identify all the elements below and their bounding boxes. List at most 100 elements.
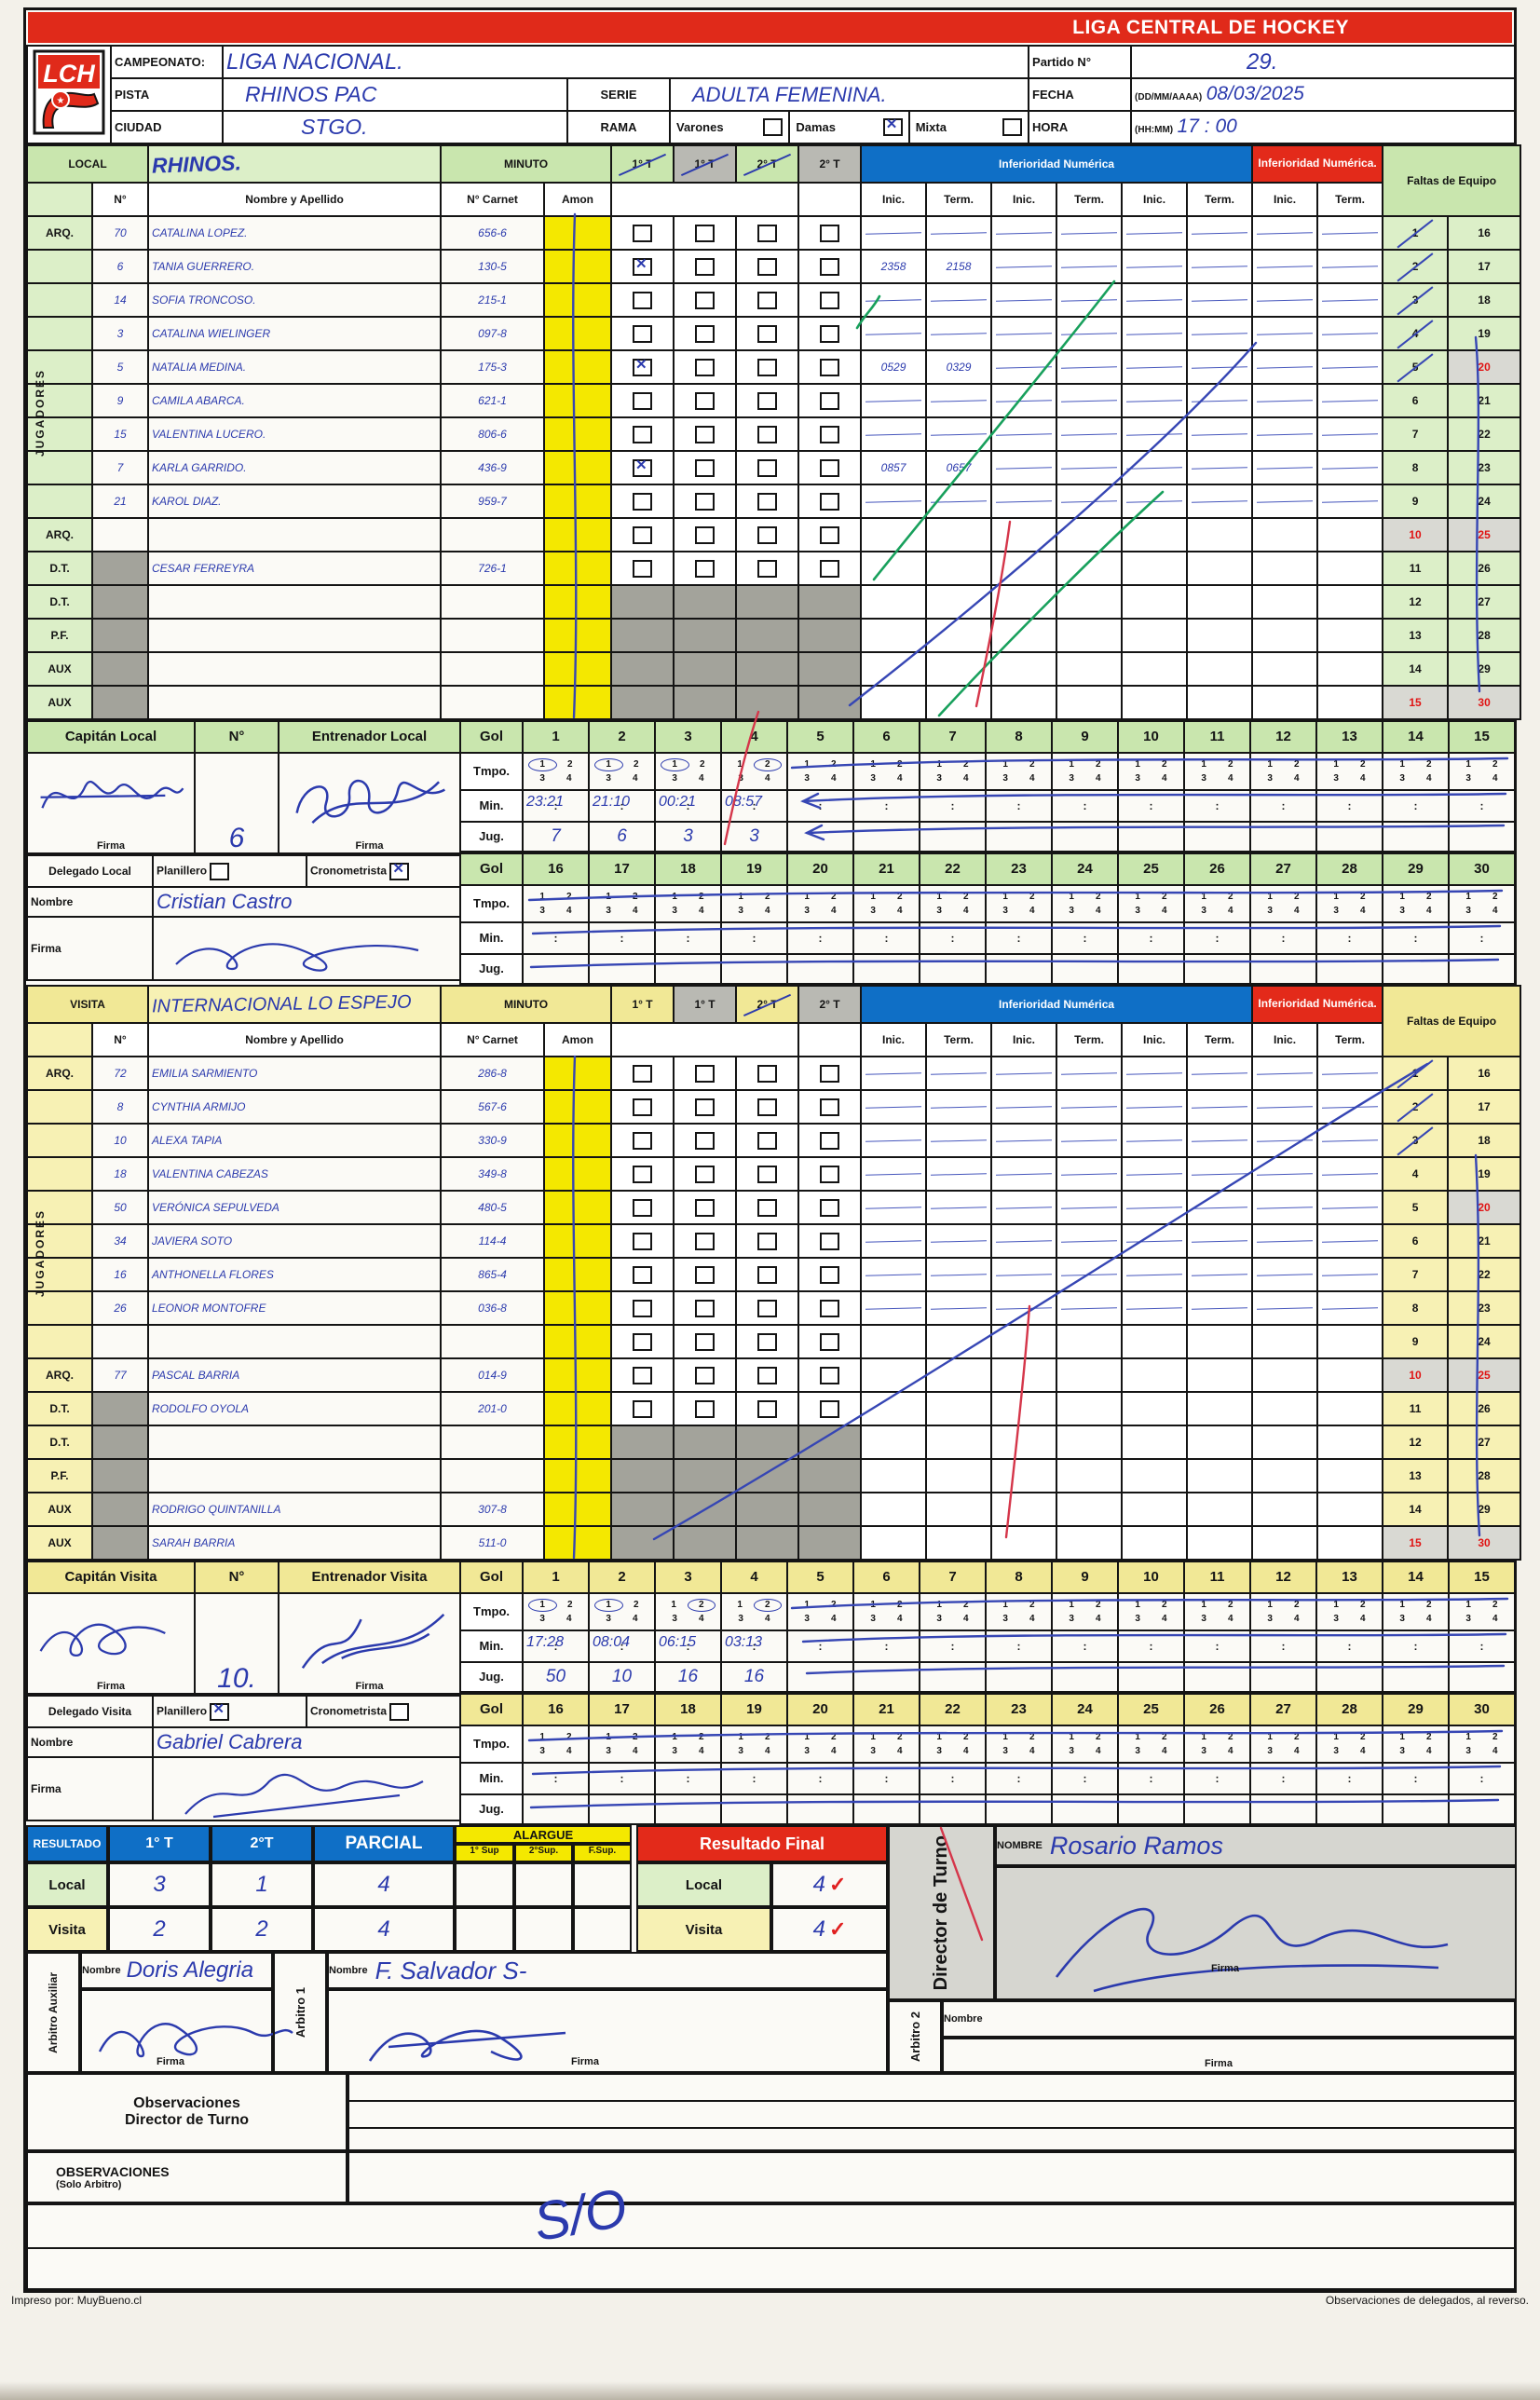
visita-team-name: INTERNACIONAL LO ESPEJO	[147, 985, 442, 1024]
inic-cell	[1121, 1391, 1189, 1426]
term-cell	[1316, 215, 1384, 251]
rama-varones: Varones	[672, 113, 788, 142]
local-parcial-value: 4	[313, 1862, 455, 1907]
term-cell	[1316, 383, 1384, 418]
inic-cell	[1251, 316, 1319, 351]
azul-checkbox-cell	[673, 1290, 738, 1326]
azul-checkbox-cell	[735, 1492, 800, 1527]
final-local-label: Local	[636, 1862, 771, 1907]
gol-number: 4	[720, 720, 788, 754]
jug-cell	[919, 821, 987, 852]
minuto-label: MINUTO	[439, 985, 613, 1024]
min-cell: :23:21	[522, 789, 590, 823]
final-visita-label: Visita	[636, 1907, 771, 1952]
player-carnet: 307-8	[440, 1492, 545, 1527]
rol-cell	[26, 450, 93, 485]
falta-left: 2	[1382, 249, 1450, 284]
roja-checkbox-cell	[797, 383, 863, 418]
min-cell: :03:13	[720, 1630, 788, 1663]
azul-checkbox	[633, 425, 653, 443]
azul-checkbox-cell	[735, 1290, 800, 1326]
min-cell: :	[1382, 1630, 1450, 1663]
inic-cell	[1251, 450, 1319, 485]
player-name	[147, 1425, 442, 1460]
player-number: 8	[91, 1089, 149, 1125]
league-title: LIGA CENTRAL DE HOCKEY	[1072, 16, 1349, 38]
azul-checkbox-cell	[735, 551, 800, 586]
player-carnet: 656-6	[440, 215, 546, 251]
gol-number: 25	[1117, 852, 1185, 886]
term-cell	[1316, 349, 1384, 385]
col-term: Term.	[1316, 1022, 1384, 1057]
inic-cell	[860, 1223, 928, 1259]
azul-checkbox-cell	[673, 1357, 738, 1393]
term-cell	[1056, 651, 1124, 687]
falta-left: 12	[1382, 584, 1450, 620]
capitan-firma: Firma	[26, 1592, 196, 1695]
azul-checkbox	[757, 257, 778, 276]
min-cell: :	[786, 921, 854, 955]
inic-cell: 0529	[860, 349, 928, 385]
player-carnet	[440, 685, 546, 720]
falta-left: 9	[1382, 1324, 1450, 1359]
player-name: VALENTINA CABEZAS	[147, 1156, 442, 1192]
azul-checkbox-cell	[673, 349, 738, 385]
local-roster-table: LOCAL RHINOS. MINUTO 1° T 1° T 2° T 2° T…	[25, 144, 1522, 720]
roster-row: ARQ. 10 25	[26, 517, 1522, 552]
faltas-header: Faltas de Equipo	[1382, 144, 1522, 217]
azul-checkbox-cell	[735, 685, 800, 720]
partido-value: 29.	[1130, 45, 1517, 79]
roja-checkbox	[820, 1366, 840, 1384]
tmpo-cell: 1 23 4	[1051, 1725, 1119, 1764]
player-name: CESAR FERREYRA	[147, 551, 443, 586]
falta-left: 6	[1382, 383, 1450, 418]
azul-checkbox-cell	[735, 1223, 800, 1259]
rol-cell: P.F.	[26, 618, 93, 653]
azul-checkbox	[757, 224, 778, 242]
term-cell	[1186, 517, 1254, 552]
min-cell: :	[1117, 1630, 1185, 1663]
tmpo-cell: 1 23 4	[919, 752, 987, 791]
cronometrista-label: Cronometrista	[306, 1695, 461, 1728]
term-cell	[1056, 1324, 1124, 1359]
min-cell: :08:04	[588, 1630, 656, 1663]
gol-number: 9	[1051, 720, 1119, 754]
gol-number: 24	[1051, 852, 1119, 886]
roja-checkbox	[820, 1265, 840, 1284]
gol-number: 30	[1448, 1693, 1516, 1726]
player-name: SARAH BARRIA	[147, 1525, 442, 1561]
rol-cell	[26, 249, 93, 284]
amon-cell	[543, 282, 613, 318]
jug-cell	[1315, 821, 1383, 852]
roja-checkbox-cell	[797, 551, 863, 586]
min-cell: :	[919, 921, 987, 955]
player-carnet: 436-9	[440, 450, 546, 485]
azul-checkbox	[633, 1198, 653, 1217]
visita-alargue-cell	[514, 1907, 573, 1952]
inic-cell	[860, 1492, 928, 1527]
col-inic: Inic.	[1251, 1022, 1319, 1057]
jug-cell	[1183, 821, 1251, 852]
azul-checkbox-cell	[673, 249, 738, 284]
term-cell	[1186, 1525, 1254, 1561]
term-cell	[925, 215, 993, 251]
falta-right: 16	[1447, 1056, 1522, 1091]
inic-cell	[860, 651, 928, 687]
falta-right: 27	[1447, 1425, 1522, 1460]
inic-cell	[1121, 1458, 1189, 1493]
amon-cell	[543, 551, 613, 586]
rol-cell	[26, 282, 93, 318]
azul-checkbox	[695, 1332, 715, 1351]
player-carnet: 014-9	[440, 1357, 545, 1393]
azul-checkbox-cell	[673, 1324, 738, 1359]
azul-checkbox	[695, 1064, 715, 1083]
min-cell: :	[1183, 789, 1251, 823]
hora-label: HORA	[1028, 110, 1133, 144]
azul-checkbox-cell	[610, 450, 675, 485]
falta-left: 11	[1382, 551, 1450, 586]
term-cell	[925, 1324, 993, 1359]
rol-cell: ARQ.	[26, 1056, 93, 1091]
inic-cell	[1251, 517, 1319, 552]
gol-number: 29	[1382, 852, 1450, 886]
term-cell	[1186, 685, 1254, 720]
